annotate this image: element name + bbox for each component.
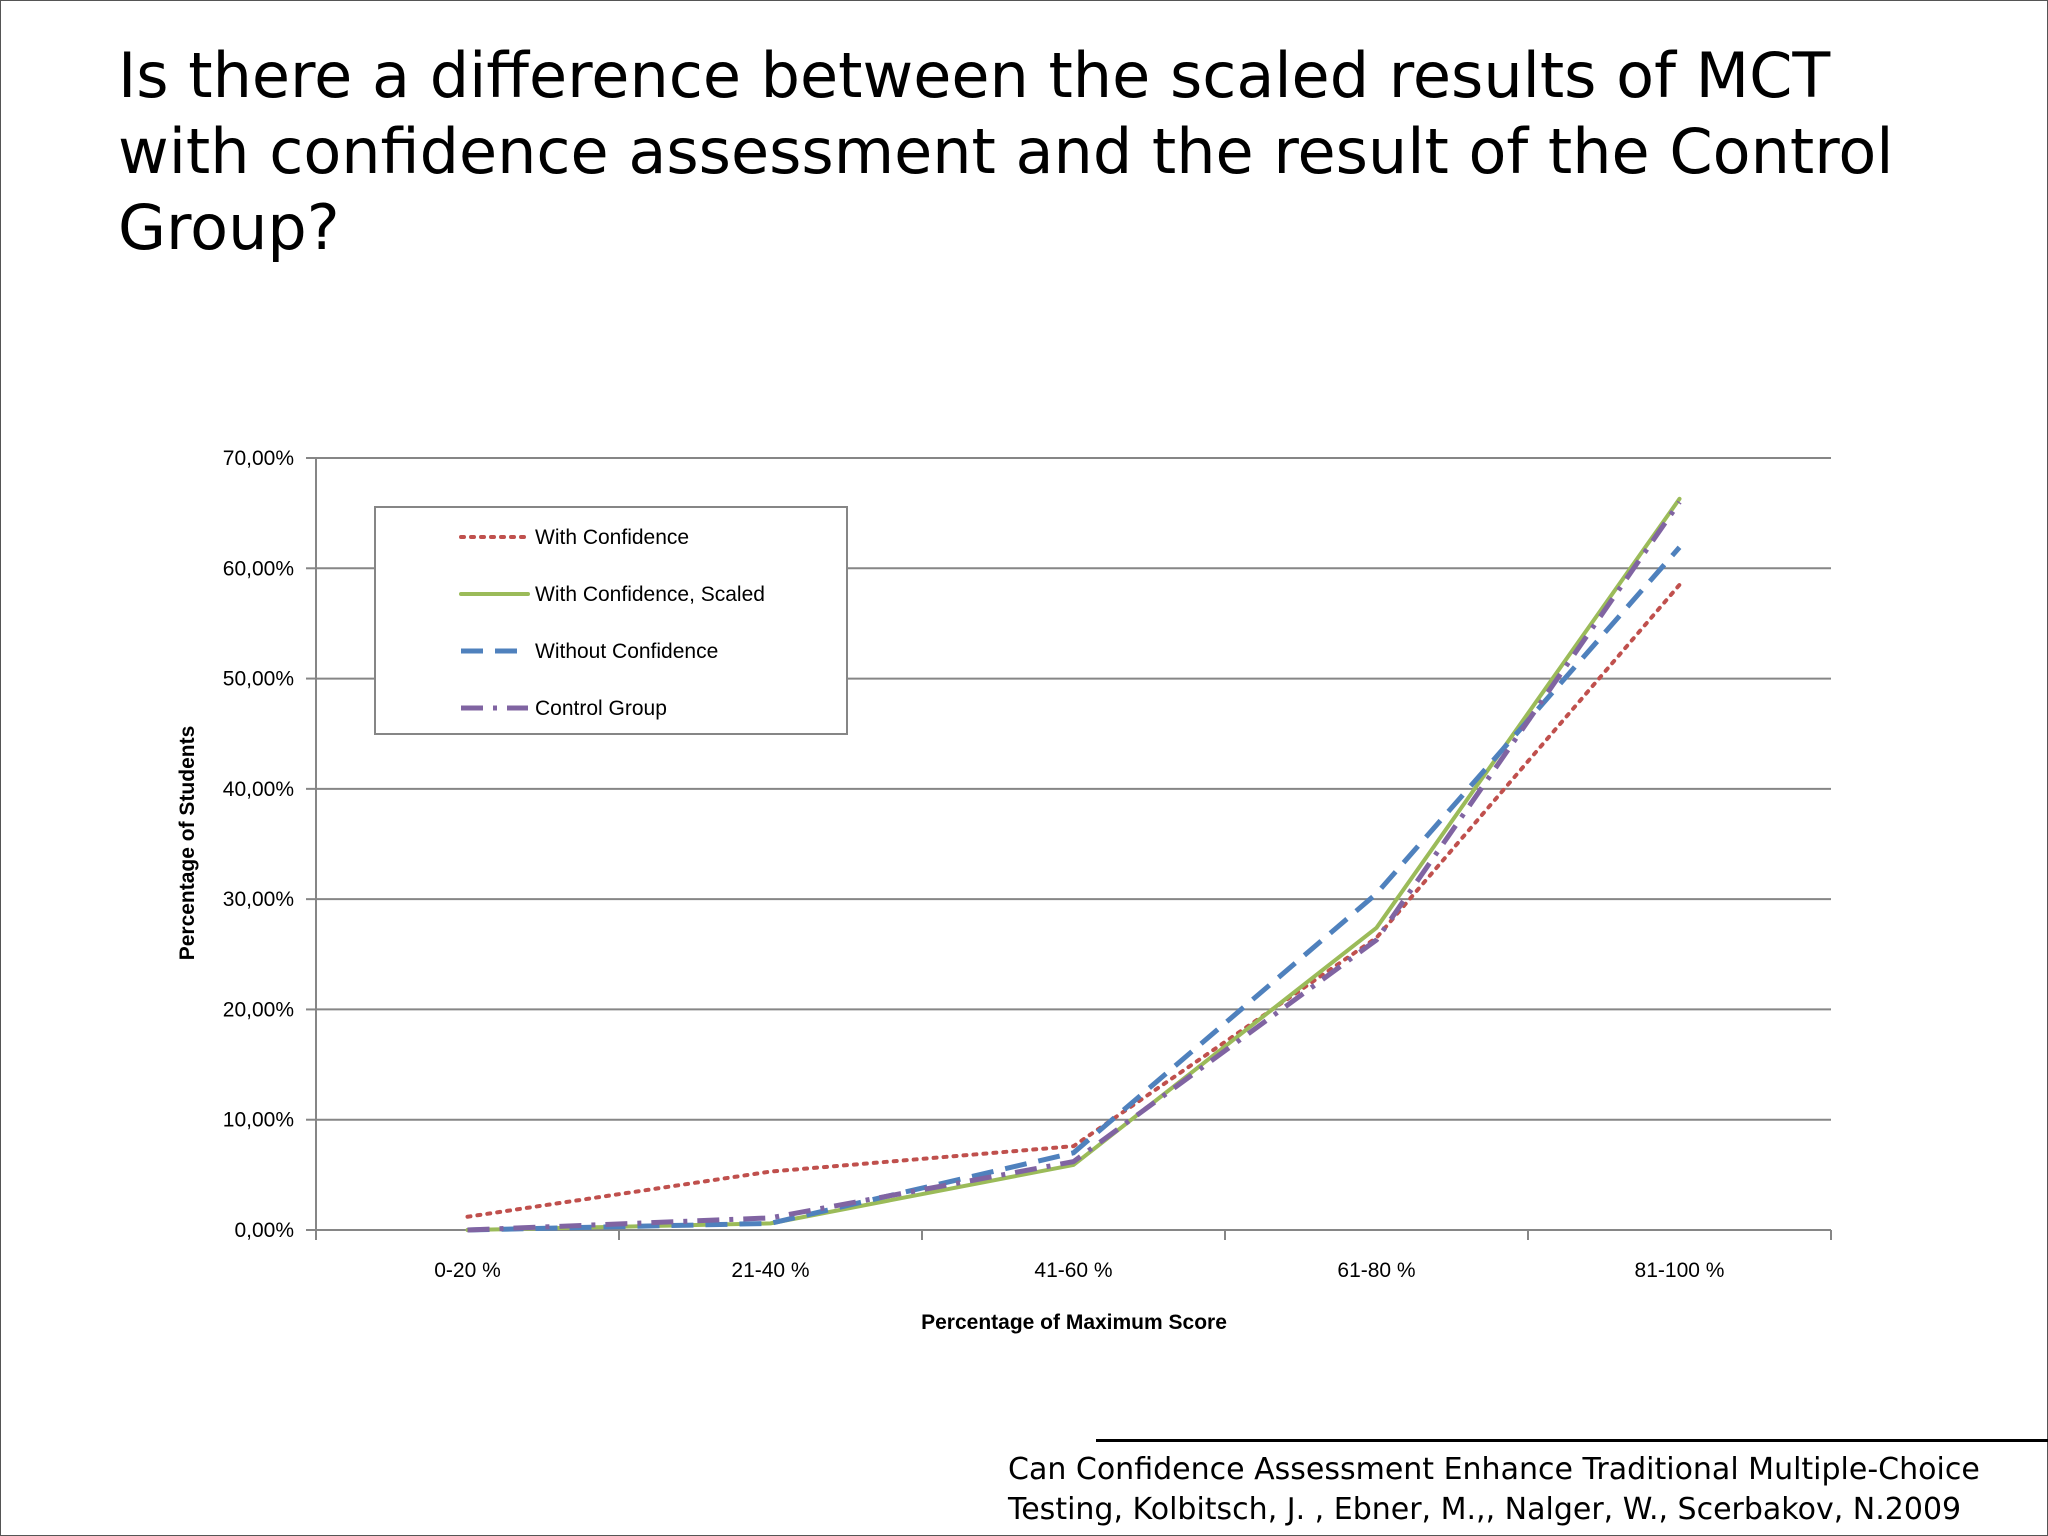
axes	[306, 457, 1832, 1240]
legend-label: With Confidence	[535, 526, 689, 549]
x-tick-label: 81-100 %	[1635, 1259, 1725, 1282]
tick-labels: 0,00% 10,00% 20,00% 30,00% 40,00% 50,00% 60,00…	[223, 447, 1725, 1282]
slide-title: Is there a difference between the scaled…	[118, 39, 1894, 264]
y-tick-label: 10,00%	[223, 1109, 294, 1132]
legend-label: With Confidence, Scaled	[535, 583, 765, 606]
citation-line-1: Can Confidence Assessment Enhance Tradit…	[1008, 1452, 1980, 1487]
legend: With Confidence With Confidence, Scaled Wi…	[374, 506, 848, 735]
x-axis-title: Percentage of Maximum Score	[921, 1311, 1227, 1334]
footer-divider	[1096, 1439, 2048, 1442]
series-line-control-group	[467, 500, 1682, 1233]
y-tick-label: 30,00%	[223, 888, 294, 911]
legend-box	[374, 506, 848, 735]
x-tick-label: 0-20 %	[434, 1259, 501, 1282]
y-tick-label: 50,00%	[223, 668, 294, 691]
y-tick-label: 0,00%	[234, 1219, 294, 1242]
series-line-with-confidence	[465, 582, 1682, 1219]
legend-label: Without Confidence	[535, 640, 718, 663]
y-tick-label: 70,00%	[223, 447, 294, 470]
series-line-with-confidence-scaled	[465, 496, 1682, 1232]
x-tick-label: 21-40 %	[731, 1259, 809, 1282]
x-tick-label: 41-60 %	[1034, 1259, 1112, 1282]
y-tick-label: 20,00%	[223, 998, 294, 1021]
y-axis-title: Percentage of Students	[176, 726, 199, 961]
y-tick-label: 40,00%	[223, 778, 294, 801]
series-lines	[465, 496, 1682, 1233]
gridlines	[316, 457, 1831, 1121]
x-tick-label: 61-80 %	[1337, 1259, 1415, 1282]
series-line-without-confidence	[467, 545, 1682, 1233]
y-tick-label: 60,00%	[223, 557, 294, 580]
legend-label: Control Group	[535, 697, 667, 720]
citation-line-2: Testing, Kolbitsch, J. , Ebner, M.,, Nal…	[1008, 1492, 1962, 1527]
citation: Can Confidence Assessment Enhance Tradit…	[1008, 1450, 2038, 1530]
